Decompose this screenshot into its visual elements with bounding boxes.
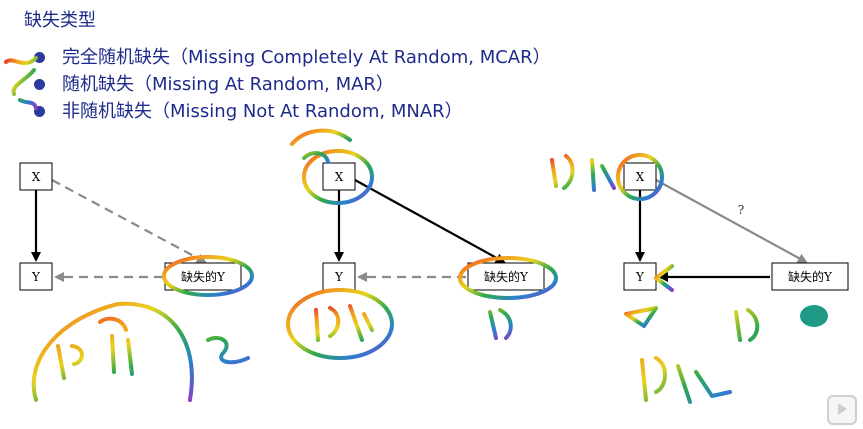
bullet-list: 完全随机缺失（Missing Completely At Random, MCA… [32, 44, 551, 125]
bullet-mcar-text: 完全随机缺失（Missing Completely At Random, MCA… [62, 47, 551, 68]
node-x-label: X [636, 170, 645, 184]
annotation-circle-x-3 [616, 153, 664, 201]
annotation-scribble-1 [56, 316, 250, 380]
bullet-mar: 随机缺失（Missing At Random, MAR） [32, 71, 551, 98]
annotation-circle-missing-2 [458, 256, 558, 300]
node-missing-y: 缺失的Y [467, 262, 545, 291]
diagram-mnar: ? X Y 缺失的Y [623, 162, 849, 291]
bullet-mnar-text: 非随机缺失（Missing Not At Random, MNAR） [62, 101, 463, 122]
bullet-dot-icon [34, 106, 45, 117]
node-missing-y: 缺失的Y [771, 262, 849, 291]
annotation-triangle-3 [624, 306, 658, 328]
node-y-label: Y [31, 270, 41, 284]
annotation-scribble-top-2 [290, 128, 352, 164]
handwritten-annotations [4, 56, 828, 404]
node-x: X [623, 162, 657, 191]
video-play-icon[interactable] [827, 395, 857, 425]
node-missing-y: 缺失的Y [164, 262, 242, 291]
node-x-label: X [32, 170, 41, 184]
node-y: Y [19, 262, 53, 291]
diagram-mcar: X Y 缺失的Y [19, 162, 242, 291]
node-y: Y [322, 262, 356, 291]
diagram-mar: X Y 缺失的Y [322, 162, 545, 291]
bullet-dot-icon [34, 52, 45, 63]
annotation-scribble-2 [314, 304, 513, 342]
edge-question-mark: ? [738, 203, 744, 217]
annotation-blob-3 [800, 305, 828, 327]
node-x-label: X [335, 170, 344, 184]
annotation-scribble-top-3 [550, 154, 616, 192]
node-x: X [322, 162, 356, 191]
edge-x-to-missing-uncertain [655, 179, 808, 263]
node-y-label: Y [334, 270, 344, 284]
node-x: X [19, 162, 53, 191]
node-missing-y-label: 缺失的Y [484, 269, 529, 284]
bullet-mnar: 非随机缺失（Missing Not At Random, MNAR） [32, 98, 551, 125]
annotation-arrowhead-3 [654, 264, 674, 292]
annotation-circle-x-2 [302, 149, 374, 205]
bullet-dot-icon [34, 79, 45, 90]
annotation-bullet-squiggle [4, 56, 38, 110]
bullet-mcar: 完全随机缺失（Missing Completely At Random, MCA… [32, 44, 551, 71]
edge-x-to-missing [354, 179, 506, 263]
node-y: Y [623, 262, 657, 291]
bullet-mar-text: 随机缺失（Missing At Random, MAR） [62, 74, 394, 95]
slide-title: 缺失类型 [24, 10, 96, 31]
edge-x-to-missing-dashed [51, 179, 207, 263]
annotation-oval-2 [286, 288, 394, 360]
annotation-dome-1 [31, 301, 194, 402]
node-missing-y-label: 缺失的Y [788, 269, 833, 284]
annotation-scribble-3 [640, 308, 760, 404]
node-missing-y-label: 缺失的Y [181, 269, 226, 284]
node-y-label: Y [635, 270, 645, 284]
annotation-circle-missing-1 [162, 255, 254, 297]
